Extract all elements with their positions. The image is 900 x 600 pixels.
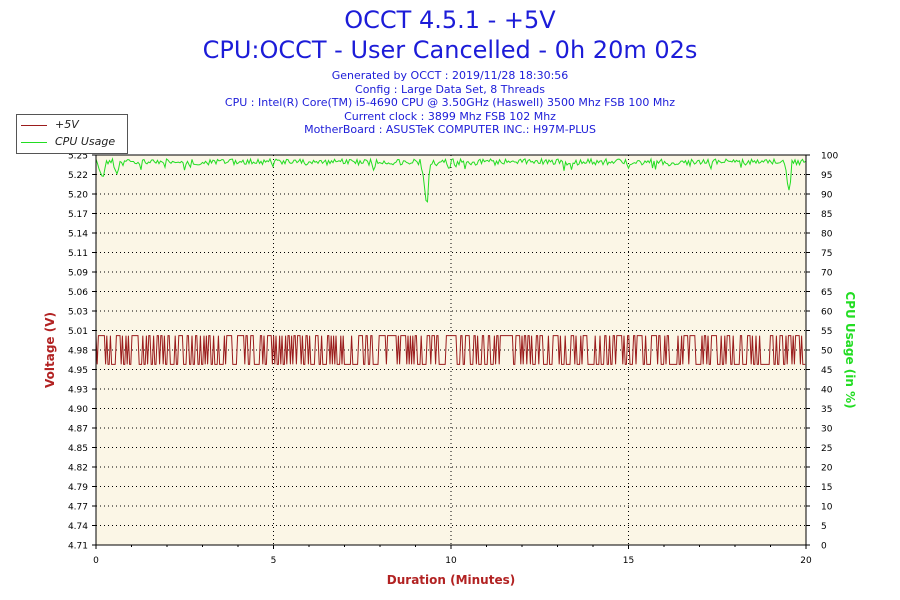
y-tick-label: 5.14 [68, 230, 88, 240]
plot-frame [95, 154, 807, 546]
system-info: Generated by OCCT : 2019/11/28 18:30:56 … [0, 69, 900, 137]
y2-tick-label: 5 [821, 522, 827, 532]
y-tick-label: 5.22 [68, 171, 88, 181]
y-tick-label: 5.17 [68, 210, 88, 220]
y-tick-label: 4.77 [68, 503, 88, 513]
chart-title: OCCT 4.5.1 - +5V [344, 6, 556, 34]
series-line-cpu-usage [95, 157, 806, 203]
y-tick-label: 5.01 [68, 327, 88, 337]
y-tick-label: 4.71 [68, 542, 88, 552]
plot-area [96, 155, 806, 545]
info-generated: Generated by OCCT : 2019/11/28 18:30:56 [331, 69, 569, 82]
y-tick-label: 4.93 [68, 386, 88, 396]
y2-tick-label: 80 [821, 230, 833, 240]
y2-tick-label: 45 [821, 366, 832, 376]
y2-tick-label: 0 [821, 542, 827, 552]
y2-tick-label: 50 [821, 347, 833, 357]
series-line-voltage [95, 335, 806, 365]
y2-tick-label: 55 [821, 327, 832, 337]
legend-item-voltage: +5V [21, 118, 79, 132]
x-axis-label: Duration (Minutes) [387, 573, 515, 587]
y2-tick-label: 70 [821, 269, 833, 279]
y2-tick-label: 90 [821, 191, 833, 201]
x-tick-label: 5 [271, 556, 277, 566]
x-tick-label: 10 [445, 556, 457, 566]
y2-tick-label: 40 [821, 386, 833, 396]
chart-subtitle: CPU:OCCT - User Cancelled - 0h 20m 02s [202, 36, 698, 64]
y-tick-label: 4.95 [68, 366, 88, 376]
x-tick-label: 20 [800, 556, 812, 566]
y-tick-label: 5.06 [68, 288, 88, 298]
y-tick-label: 5.25 [68, 152, 88, 162]
legend-label-cpu: CPU Usage [55, 135, 116, 148]
y-tick-label: 5.03 [68, 308, 88, 318]
info-cpu: CPU : Intel(R) Core(TM) i5-4690 CPU @ 3.… [224, 96, 676, 110]
axes-layer: 4.71 4.74 4.77 4.79 4.82 4.85 4.87 4.90 4.93 4.95… [68, 152, 838, 567]
y2-tick-label: 85 [821, 210, 832, 220]
y2-tick-label: 25 [821, 444, 832, 454]
y-tick-label: 4.87 [68, 425, 88, 435]
legend-item-cpu: CPU Usage [21, 135, 115, 149]
y2-tick-label: 15 [821, 483, 832, 493]
y2-tick-label: 35 [821, 405, 832, 415]
y2-tick-label: 30 [821, 425, 833, 435]
y2-tick-label: 10 [821, 503, 833, 513]
grid-lines [96, 155, 806, 545]
y2-tick-label: 75 [821, 249, 832, 259]
y-tick-label: 5.11 [68, 249, 88, 259]
y-tick-label: 4.90 [68, 405, 88, 415]
y2-tick-label: 65 [821, 288, 832, 298]
info-config: Config : Large Data Set, 8 Threads [355, 82, 545, 96]
legend-swatch-voltage [21, 124, 47, 126]
y-tick-label: 5.20 [68, 191, 88, 201]
y-tick-label: 4.82 [68, 464, 88, 474]
y-tick-label: 4.79 [68, 483, 88, 493]
y-tick-label: 5.09 [68, 269, 88, 279]
y-tick-label: 4.85 [68, 444, 88, 454]
info-motherboard: MotherBoard : ASUSTeK COMPUTER INC.: H97… [304, 123, 596, 137]
x-tick-label: 15 [623, 556, 634, 566]
y2-tick-label: 20 [821, 464, 833, 474]
y-tick-label: 4.98 [68, 347, 88, 357]
series-layer [95, 157, 806, 365]
info-clock: Current clock : 3899 Mhz FSB 102 Mhz [344, 109, 556, 123]
legend: +5V CPU Usage [16, 114, 128, 154]
x-tick-label: 0 [93, 556, 99, 566]
y2-tick-label: 95 [821, 171, 832, 181]
y-tick-label: 4.74 [68, 522, 88, 532]
y2-tick-label: 100 [821, 152, 838, 162]
y2-axis-label: CPU Usage (in %) [843, 291, 857, 408]
y2-tick-label: 60 [821, 308, 833, 318]
legend-label-voltage: +5V [55, 118, 79, 131]
y-axis-label: Voltage (V) [43, 312, 57, 388]
legend-swatch-cpu [21, 141, 47, 143]
